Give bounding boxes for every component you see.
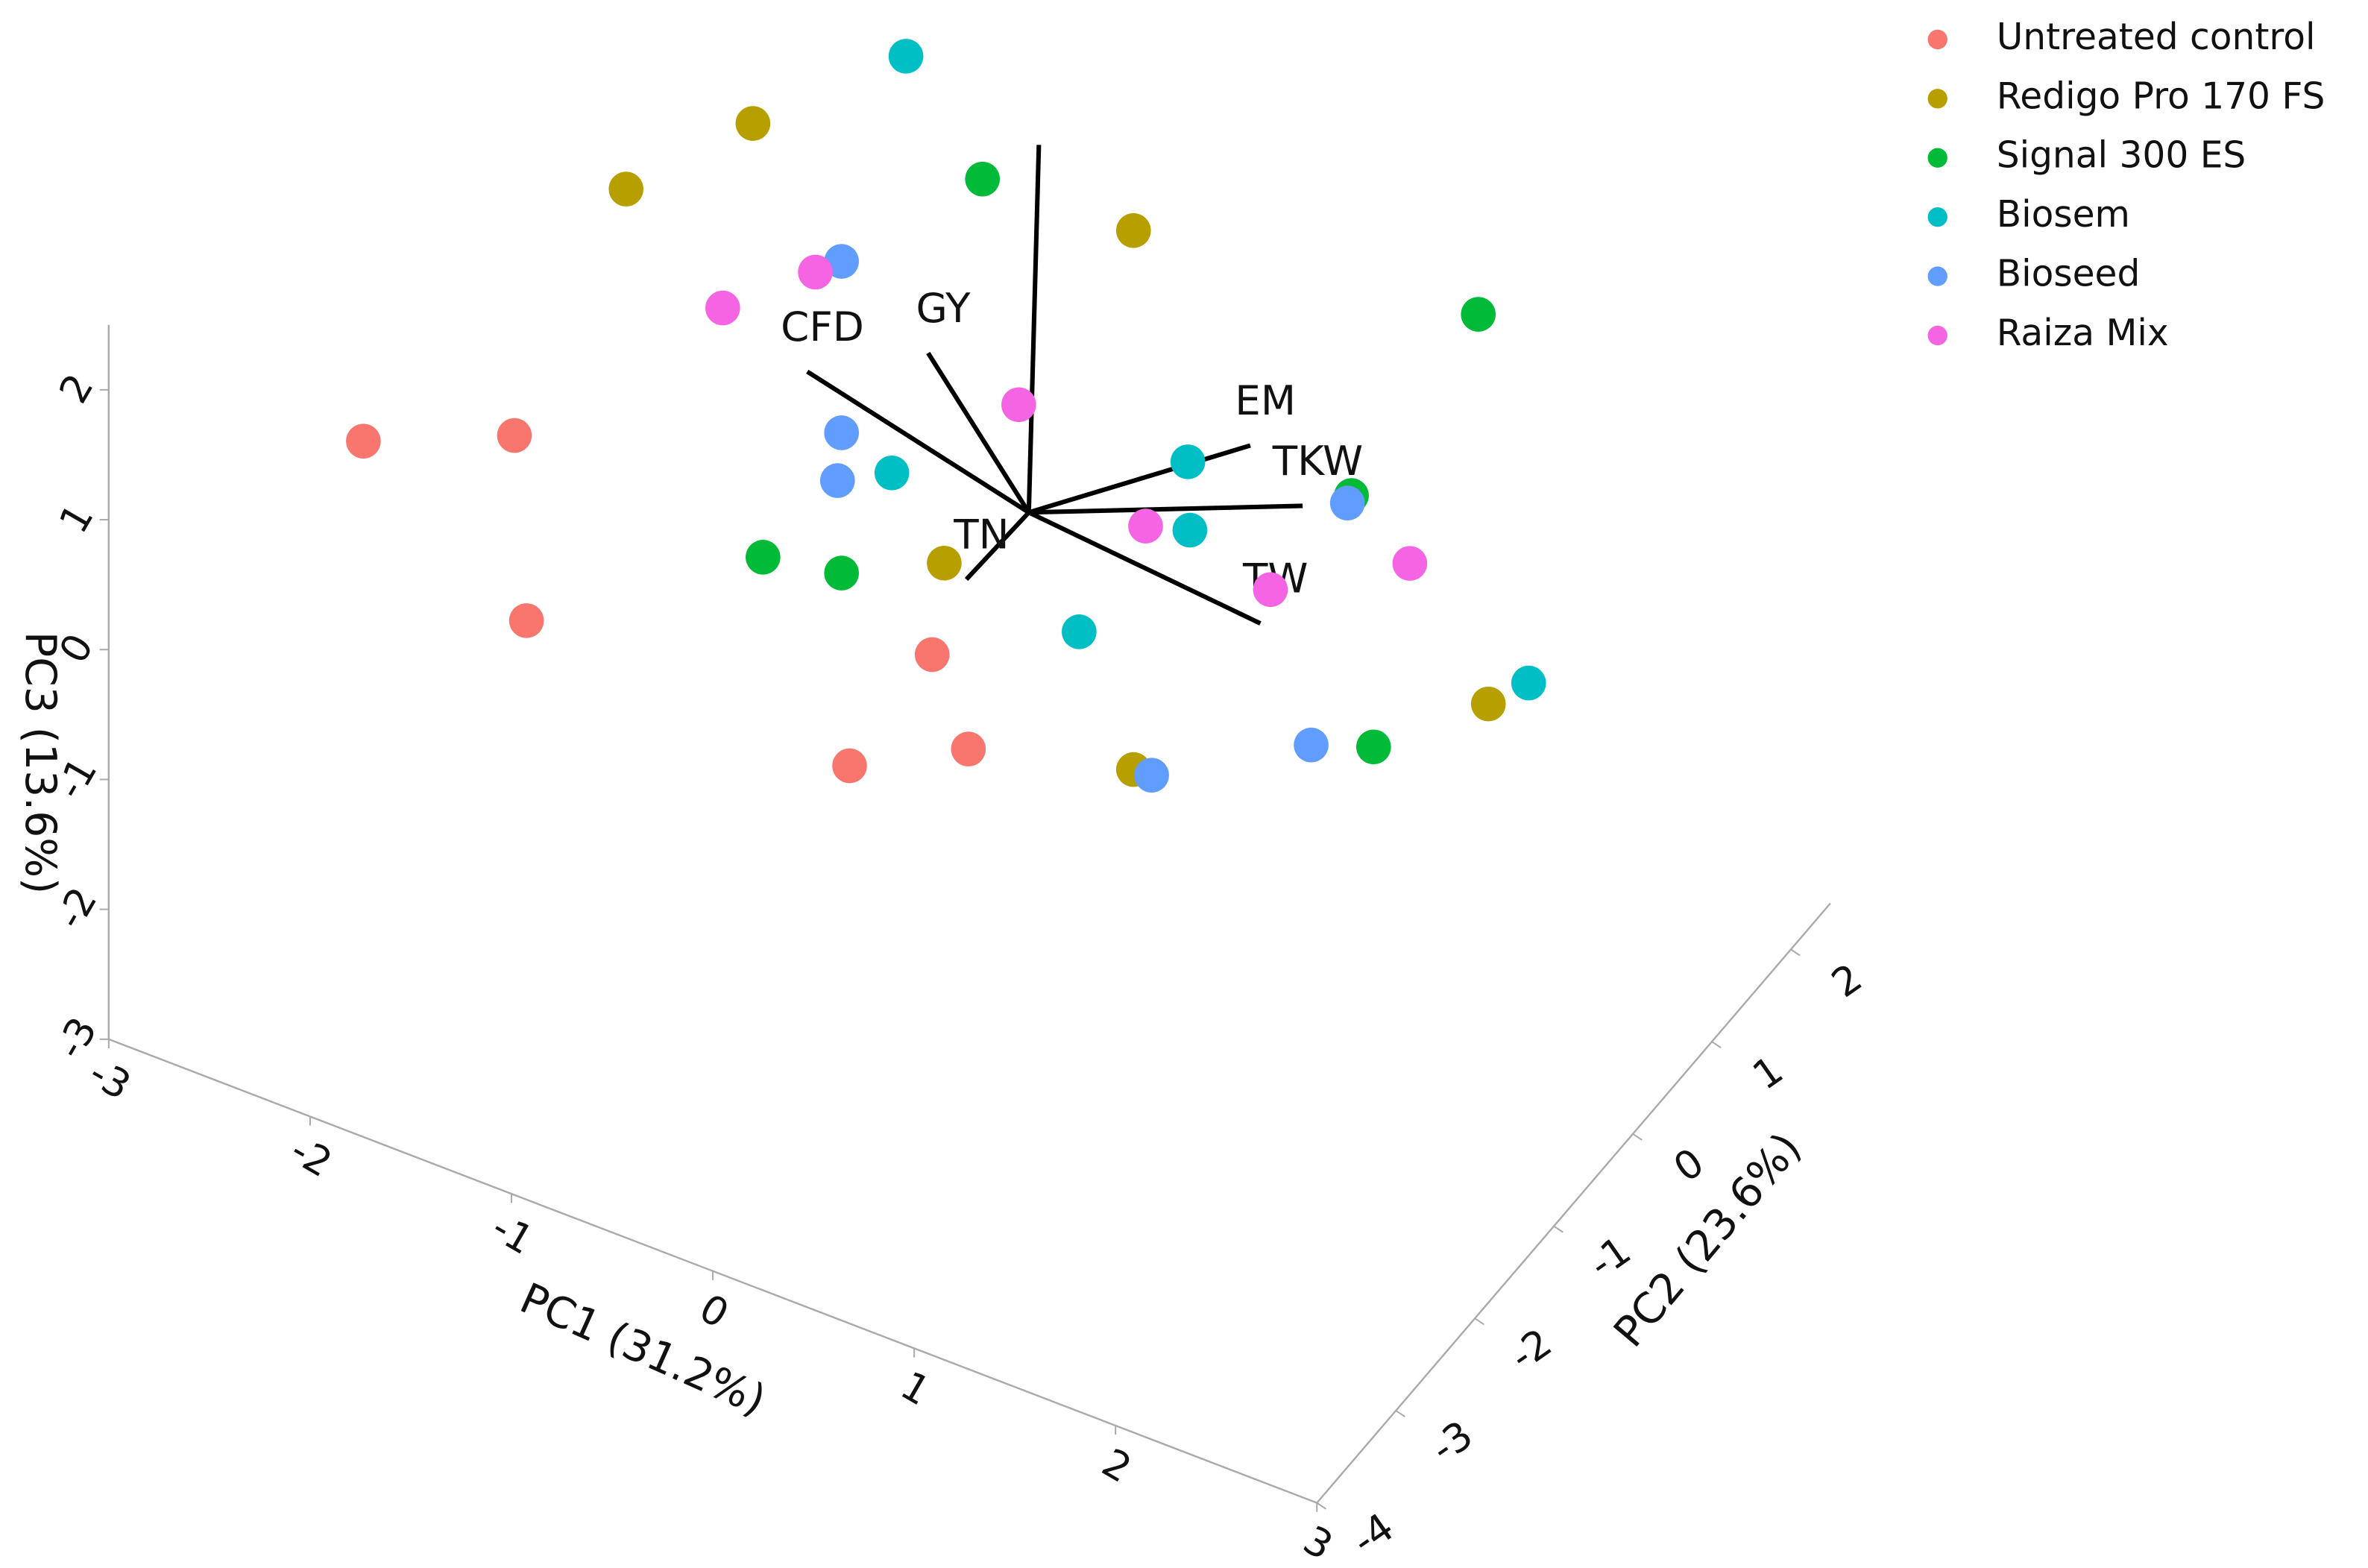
point [1253,572,1288,608]
loading-vector [964,511,1031,582]
point [874,455,910,491]
point [1062,614,1097,649]
legend-label: Redigo Pro 170 FS [1997,75,2326,117]
point [1128,509,1163,544]
point [824,555,859,591]
legend-label: Bioseed [1997,254,2141,295]
legend-marker [1927,148,1947,168]
point [914,637,950,673]
y-tick [1790,948,1801,957]
loading-vector [1026,145,1042,513]
point [508,603,544,638]
point [1170,444,1206,479]
legend-label: Biosem [1997,194,2130,236]
y-tick [1711,1041,1722,1049]
point [497,418,532,453]
loading-vector [1028,503,1303,515]
loading-label: GY [916,284,972,332]
legend-label: Raiza Mix [1997,312,2169,354]
loading-vector [926,351,1031,514]
point [951,731,986,766]
y-tick [1632,1133,1643,1141]
loading-vector [806,369,1030,514]
point [1470,686,1506,722]
point [735,106,771,141]
point [1511,665,1546,701]
loading-label: TKW [1272,437,1363,485]
point [1392,546,1428,581]
y-tick [1474,1317,1484,1326]
legend-marker [1927,89,1947,109]
point [798,254,833,290]
z-axis-title: PC3 (13.6%) [16,632,65,894]
y-tick [1395,1410,1405,1417]
point [1115,212,1151,248]
point [927,545,962,581]
point [819,463,855,498]
legend-marker [1927,207,1947,227]
point [965,161,1001,197]
loadings: GYCFDTNEMTKWTW [781,145,1363,626]
legend-marker [1927,266,1947,286]
legend: Untreated control Redigo Pro 170 FS Signal… [1927,16,2326,354]
point [824,415,859,450]
loading-vector [1027,443,1251,515]
legend-label: Untreated control [1997,16,2316,58]
loading-label: CFD [781,303,864,350]
point [746,540,781,575]
point [1355,729,1391,765]
loading-vector [1027,510,1262,626]
point [1001,387,1036,423]
point [705,290,740,326]
loading-label: EM [1235,377,1296,424]
legend-label: Signal 300 ES [1997,135,2246,177]
loading-label: TN [953,511,1009,558]
point [888,39,924,74]
point [1134,758,1169,793]
point [824,244,859,279]
point [1329,485,1365,521]
point [1172,512,1208,548]
y-tick [1316,1502,1326,1510]
point [608,171,643,207]
y-axis-line [1316,902,1831,1504]
point [1294,727,1329,763]
y-tick [1553,1225,1564,1233]
point [1461,297,1496,332]
points [346,39,1546,793]
legend-marker [1927,325,1947,346]
point [832,748,867,784]
point [346,424,381,459]
legend-marker [1927,29,1947,50]
